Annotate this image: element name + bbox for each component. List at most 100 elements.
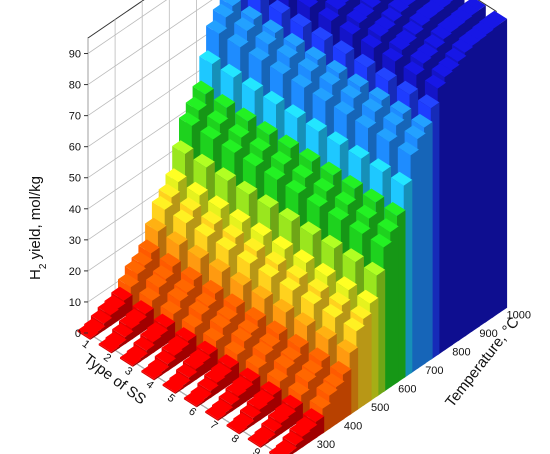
bar-top: [265, 251, 287, 265]
bar-top: [126, 345, 148, 360]
bar-side: [182, 380, 191, 390]
bar-side: [376, 269, 386, 397]
bar-top: [315, 325, 337, 340]
bar-top: [377, 218, 399, 233]
bar-top: [165, 168, 187, 183]
bar-top: [250, 222, 272, 237]
bar-top: [382, 47, 404, 62]
bar-side: [188, 371, 198, 385]
bar-top: [186, 181, 208, 196]
bar-top: [264, 166, 286, 180]
bar-top: [293, 249, 315, 264]
bar-top: [410, 49, 432, 64]
bar-side: [139, 353, 148, 363]
bar-side: [491, 24, 501, 319]
bar-top: [124, 260, 146, 275]
bar-top: [347, 73, 369, 88]
bars: [77, 0, 508, 454]
bar-top: [375, 67, 397, 82]
bar-top: [417, 43, 439, 58]
bar-front: [183, 397, 197, 408]
bar-top: [384, 202, 406, 216]
bar-top: [151, 196, 174, 210]
bar-side: [342, 369, 352, 420]
bar-side: [390, 226, 399, 388]
bar-top: [166, 231, 188, 246]
x-tick-label: 1: [80, 338, 92, 351]
bar-top: [220, 63, 242, 78]
bar-top: [189, 349, 211, 363]
bar-top: [214, 167, 237, 182]
bar-top: [278, 207, 300, 222]
bar-top: [187, 244, 209, 259]
bar-top: [300, 221, 322, 236]
bar-side: [153, 336, 162, 354]
bar-top: [238, 319, 260, 334]
x-tick-label: 5: [165, 392, 177, 405]
bar-top: [203, 327, 225, 342]
bar-top: [381, 7, 403, 22]
bar-top: [266, 320, 288, 335]
bar-top: [416, 5, 438, 20]
bar-side: [196, 400, 206, 408]
bar-top: [321, 234, 343, 249]
bar-side: [444, 71, 453, 351]
bar-side: [430, 102, 440, 360]
bar-top: [148, 358, 170, 373]
bar-top: [228, 123, 250, 138]
bar-top: [112, 323, 134, 338]
bar-side: [329, 389, 338, 430]
bar-top: [308, 347, 330, 362]
bar-top: [350, 305, 372, 319]
bar-top: [301, 290, 323, 305]
bar-top: [286, 264, 308, 279]
bar-top: [275, 439, 298, 454]
bar-top: [335, 276, 358, 291]
bar-top: [244, 306, 267, 321]
bar-side: [403, 179, 413, 379]
bar-top: [234, 17, 256, 32]
bar-side: [424, 122, 433, 365]
bar-front: [247, 438, 261, 448]
bar: [183, 392, 206, 408]
bar-side: [203, 393, 212, 403]
bar-top: [383, 111, 405, 126]
bar-top: [254, 426, 276, 441]
bar-top: [259, 332, 281, 347]
bar: [120, 351, 142, 367]
bar-top: [213, 94, 236, 108]
bar-top: [224, 341, 246, 355]
bar-top: [346, 9, 368, 24]
bar-top: [458, 32, 480, 47]
bar-top: [253, 389, 275, 404]
bar-top: [333, 101, 356, 115]
z-tick-label: 60: [69, 142, 81, 154]
bar-side: [218, 413, 227, 421]
bar-side: [471, 40, 480, 332]
z-axis-title-rest: yield, mol/kg: [27, 176, 44, 264]
z-axis-title-sub: 2: [38, 263, 49, 269]
bar-top: [349, 220, 371, 234]
bar-top: [374, 16, 396, 31]
bar-top: [276, 44, 298, 59]
bar-side: [224, 407, 234, 417]
bar-top: [260, 381, 282, 395]
y-tick-label: 1000: [507, 310, 531, 322]
bar-top: [201, 210, 223, 225]
bar-top: [313, 177, 335, 192]
bar-top: [232, 376, 254, 390]
bar-side: [118, 339, 127, 349]
bar-side: [110, 309, 119, 327]
bar-top: [290, 13, 312, 28]
bar-top: [212, 3, 235, 18]
bar-side: [267, 434, 276, 444]
bar-top: [206, 20, 228, 34]
bar-top: [185, 96, 207, 111]
bar-top: [153, 313, 176, 328]
bar-top: [342, 248, 364, 263]
bar: [162, 378, 184, 394]
bar-top: [132, 300, 154, 314]
bar-top: [341, 175, 363, 189]
bar-side: [369, 297, 379, 402]
